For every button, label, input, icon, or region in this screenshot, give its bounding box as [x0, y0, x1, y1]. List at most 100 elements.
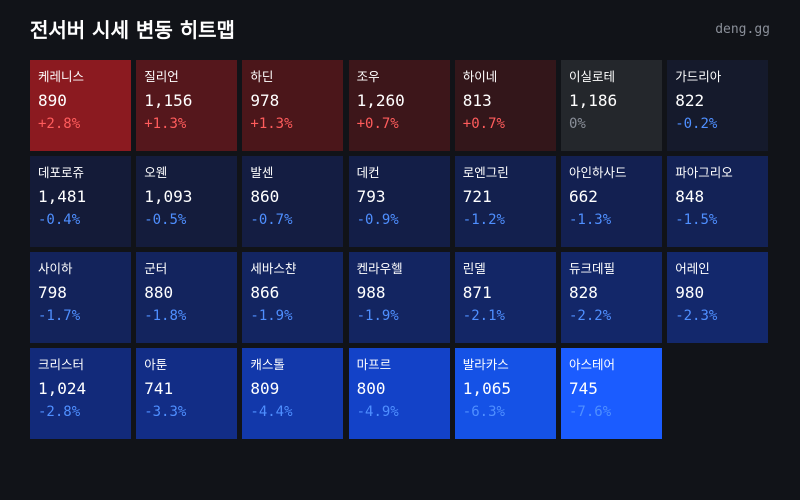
- server-price: 809: [250, 379, 280, 398]
- price-change: +1.3%: [250, 116, 293, 132]
- price-change: -6.3%: [462, 404, 505, 420]
- price-change: -4.9%: [356, 404, 399, 420]
- server-name: 아툰: [144, 357, 168, 372]
- server-price: 848: [675, 187, 705, 206]
- server-name: 린델: [462, 261, 486, 276]
- server-tile: 가드리아 822 -0.2%: [667, 60, 769, 151]
- server-name: 군터: [144, 261, 168, 276]
- price-change: +2.8%: [38, 116, 81, 132]
- server-name: 켄라우헬: [356, 261, 403, 276]
- server-tile: 데컨 793 -0.9%: [348, 156, 450, 247]
- server-name: 로엔그린: [462, 165, 509, 180]
- server-tile: 로엔그린 721 -1.2%: [454, 156, 556, 247]
- server-name: 데포로쥬: [38, 165, 85, 180]
- server-name: 어레인: [675, 261, 710, 276]
- server-name: 이실로테: [569, 69, 616, 84]
- server-tile: 사이하 798 -1.7%: [30, 252, 131, 343]
- price-change: -1.5%: [675, 212, 718, 228]
- server-tile: 어레인 980 -2.3%: [667, 252, 769, 343]
- server-price: 1,186: [569, 91, 618, 110]
- server-name: 조우: [356, 69, 380, 84]
- server-price: 800: [356, 379, 386, 398]
- price-change: -0.4%: [38, 212, 81, 228]
- server-name: 마프르: [356, 357, 392, 372]
- server-tile: 켄라우헬 988 -1.9%: [348, 252, 450, 343]
- server-price: 978: [250, 91, 280, 110]
- server-tile: 케레니스 890 +2.8%: [30, 60, 131, 151]
- server-price: 1,156: [144, 91, 193, 110]
- server-name: 아인하사드: [569, 165, 627, 180]
- server-price: 1,065: [462, 379, 511, 398]
- server-price: 813: [462, 91, 492, 110]
- price-change: -2.1%: [462, 308, 505, 324]
- server-tile: 발라카스 1,065 -6.3%: [454, 348, 556, 439]
- server-price: 741: [144, 379, 174, 398]
- server-tile: 하이네 813 +0.7%: [454, 60, 556, 151]
- price-change: -1.3%: [569, 212, 612, 228]
- server-name: 오웬: [144, 165, 168, 180]
- server-tile: 하딘 978 +1.3%: [242, 60, 344, 151]
- price-change: -1.9%: [356, 308, 399, 324]
- server-price: 988: [356, 283, 386, 302]
- server-name: 질리언: [144, 69, 179, 84]
- price-change: 0%: [569, 116, 586, 132]
- server-price: 880: [144, 283, 174, 302]
- server-price: 866: [250, 283, 280, 302]
- server-price: 798: [38, 283, 67, 302]
- server-name: 하이네: [462, 69, 498, 84]
- server-price: 890: [38, 91, 67, 110]
- server-name: 사이하: [38, 261, 73, 276]
- server-price: 745: [569, 379, 598, 398]
- server-price: 721: [462, 187, 492, 206]
- price-change: -0.9%: [356, 212, 399, 228]
- server-name: 파아그리오: [675, 165, 733, 180]
- server-tile: 듀크데필 828 -2.2%: [561, 252, 662, 343]
- server-tile: 데포로쥬 1,481 -0.4%: [30, 156, 131, 247]
- page-title: 전서버 시세 변동 히트맵: [30, 18, 235, 42]
- server-name: 듀크데필: [569, 261, 616, 276]
- price-change: -0.5%: [144, 212, 187, 228]
- price-change: -2.8%: [38, 404, 81, 420]
- price-change: -3.3%: [144, 404, 187, 420]
- server-tile: 크리스터 1,024 -2.8%: [30, 348, 131, 439]
- server-name: 케레니스: [38, 69, 85, 84]
- server-price: 980: [675, 283, 705, 302]
- price-change: -2.2%: [569, 308, 612, 324]
- server-price: 1,024: [38, 379, 87, 398]
- server-tile: 아툰 741 -3.3%: [136, 348, 238, 439]
- server-tile: 질리언 1,156 +1.3%: [136, 60, 238, 151]
- server-name: 캐스톨: [250, 357, 285, 372]
- price-change: -0.2%: [675, 116, 718, 132]
- server-price: 828: [569, 283, 598, 302]
- server-price: 822: [675, 91, 705, 110]
- server-tile: 아스테어 745 -7.6%: [561, 348, 662, 439]
- server-tile: 캐스톨 809 -4.4%: [242, 348, 344, 439]
- server-name: 크리스터: [38, 357, 85, 372]
- server-tile: 군터 880 -1.8%: [136, 252, 238, 343]
- server-tile: 오웬 1,093 -0.5%: [136, 156, 238, 247]
- server-price: 1,481: [38, 187, 87, 206]
- server-name: 발라카스: [462, 357, 509, 372]
- price-change: -1.9%: [250, 308, 293, 324]
- server-name: 가드리아: [675, 69, 722, 84]
- server-tile: 세바스챤 866 -1.9%: [242, 252, 344, 343]
- server-name: 데컨: [356, 165, 380, 180]
- server-tile: 파아그리오 848 -1.5%: [667, 156, 769, 247]
- brand: deng.gg: [715, 22, 770, 37]
- server-name: 아스테어: [569, 357, 616, 372]
- server-tile: 발센 860 -0.7%: [242, 156, 344, 247]
- price-change: -2.3%: [675, 308, 718, 324]
- price-change: -1.8%: [144, 308, 187, 324]
- price-change: -0.7%: [250, 212, 293, 228]
- server-price: 1,260: [356, 91, 405, 110]
- price-change: -7.6%: [569, 404, 612, 420]
- server-tile: 조우 1,260 +0.7%: [348, 60, 450, 151]
- server-name: 하딘: [250, 69, 274, 84]
- price-change: +1.3%: [144, 116, 187, 132]
- price-change: -4.4%: [250, 404, 293, 420]
- price-change: +0.7%: [462, 116, 505, 132]
- server-name: 발센: [250, 165, 274, 180]
- server-price: 662: [569, 187, 598, 206]
- server-tile: 마프르 800 -4.9%: [348, 348, 450, 439]
- server-tile: 아인하사드 662 -1.3%: [561, 156, 662, 247]
